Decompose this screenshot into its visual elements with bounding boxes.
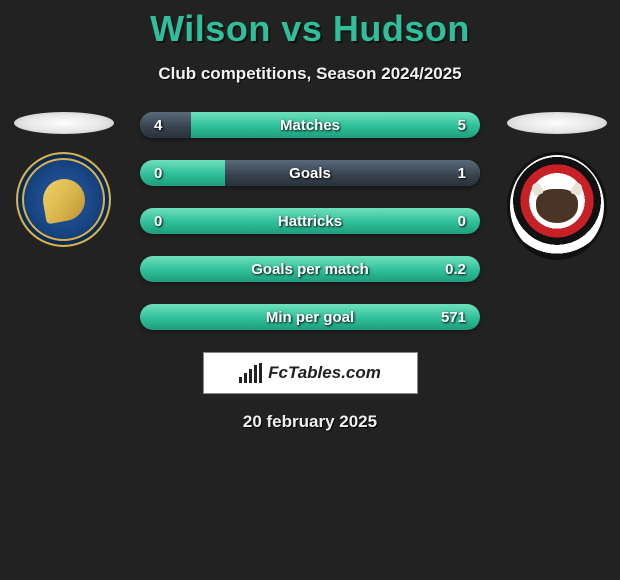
subtitle: Club competitions, Season 2024/2025 xyxy=(0,64,620,84)
stat-value-right: 571 xyxy=(441,309,466,326)
stat-bar: 0Goals1 xyxy=(140,160,480,186)
stat-bar: Goals per match0.2 xyxy=(140,256,480,282)
stat-label: Min per goal xyxy=(140,309,480,326)
right-player-col xyxy=(499,112,614,260)
stat-value-right: 5 xyxy=(458,117,466,134)
stat-label: Goals per match xyxy=(140,261,480,278)
badge-bird-icon xyxy=(39,175,88,224)
player-photo-placeholder-right xyxy=(507,112,607,134)
stat-bar: 4Matches5 xyxy=(140,112,480,138)
stat-value-right: 1 xyxy=(458,165,466,182)
page-title: Wilson vs Hudson xyxy=(0,8,620,50)
stat-bar: Min per goal571 xyxy=(140,304,480,330)
stats-column: 4Matches50Goals10Hattricks0Goals per mat… xyxy=(121,112,499,330)
date-text: 20 february 2025 xyxy=(0,412,620,432)
stat-value-right: 0 xyxy=(458,213,466,230)
stat-label: Matches xyxy=(140,117,480,134)
player-photo-placeholder-left xyxy=(14,112,114,134)
club-badge-left xyxy=(16,152,111,247)
main-row: 4Matches50Goals10Hattricks0Goals per mat… xyxy=(0,112,620,330)
comparison-card: Wilson vs Hudson Club competitions, Seas… xyxy=(0,0,620,432)
stat-label: Goals xyxy=(140,165,480,182)
branding-text: FcTables.com xyxy=(268,363,381,383)
branding-bars-icon xyxy=(239,363,262,383)
left-player-col xyxy=(6,112,121,247)
badge-bull-icon xyxy=(536,189,578,223)
stat-bar: 0Hattricks0 xyxy=(140,208,480,234)
club-badge-right xyxy=(507,152,607,260)
stat-value-right: 0.2 xyxy=(445,261,466,278)
branding-box[interactable]: FcTables.com xyxy=(203,352,418,394)
stat-label: Hattricks xyxy=(140,213,480,230)
